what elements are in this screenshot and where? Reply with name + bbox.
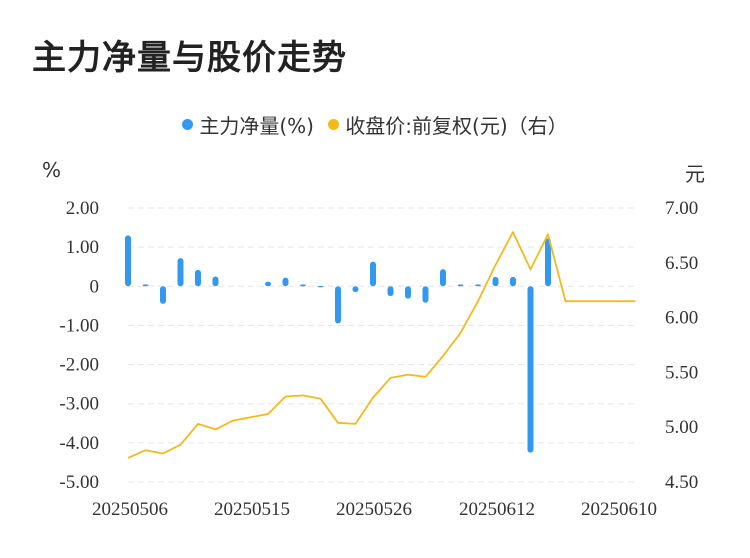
chart-title: 主力净量与股价走势	[32, 38, 347, 78]
bar	[300, 284, 306, 287]
y-left-tick-label: 0	[90, 276, 100, 297]
x-tick-label: 20250610	[581, 499, 657, 520]
legend: 主力净量(%) 收盘价:前复权(元)（右）	[0, 110, 750, 139]
y-right-tick-label: 4.50	[665, 472, 698, 493]
bar	[475, 284, 481, 287]
legend-dot-line-icon	[328, 119, 340, 130]
bar	[422, 286, 429, 303]
bar	[212, 276, 219, 287]
y-right-tick-label: 6.00	[665, 308, 698, 329]
bar	[405, 286, 411, 299]
y-left-tick-label: 2.00	[66, 198, 99, 219]
bar	[335, 286, 341, 324]
y-left-tick-label: -4.00	[59, 433, 99, 454]
y-left-tick-label: -2.00	[59, 355, 99, 376]
bar	[195, 269, 201, 287]
x-tick-label: 20250506	[92, 499, 168, 520]
bar	[387, 286, 394, 297]
y-left-tick-label: -3.00	[59, 394, 99, 415]
legend-label-line: 收盘价:前复权(元)（右）	[345, 114, 568, 138]
legend-label-bar: 主力净量(%)	[199, 114, 314, 138]
bar	[545, 238, 551, 287]
price-line	[127, 231, 636, 459]
bar	[317, 285, 324, 288]
legend-item-line[interactable]: 收盘价:前复权(元)（右）	[328, 110, 568, 139]
x-tick-label: 20250515	[214, 499, 290, 520]
bar	[492, 276, 499, 287]
right-axis-unit: 元	[685, 162, 705, 186]
left-axis-unit: %	[42, 158, 62, 182]
bar	[440, 269, 446, 287]
bar	[265, 281, 271, 287]
y-left-tick-label: 1.00	[66, 237, 99, 258]
bar	[142, 284, 149, 287]
y-right-tick-label: 5.00	[665, 417, 698, 438]
bar	[457, 284, 464, 287]
bar	[282, 277, 289, 287]
legend-dot-bar-icon	[182, 119, 194, 130]
legend-item-bar[interactable]: 主力净量(%)	[182, 110, 314, 139]
bar	[510, 276, 516, 287]
bar	[177, 258, 184, 287]
bar	[125, 235, 131, 287]
y-right-tick-label: 6.50	[665, 253, 698, 274]
bar	[160, 286, 166, 304]
y-right-tick-label: 5.50	[665, 362, 698, 383]
bar	[352, 286, 359, 293]
y-left-tick-label: -1.00	[59, 315, 99, 336]
bar	[527, 286, 534, 453]
y-right-tick-label: 7.00	[665, 198, 698, 219]
y-left-tick-label: -5.00	[59, 472, 99, 493]
x-tick-label: 20250612	[459, 499, 535, 520]
x-tick-label: 20250526	[336, 499, 412, 520]
bar	[370, 261, 376, 287]
